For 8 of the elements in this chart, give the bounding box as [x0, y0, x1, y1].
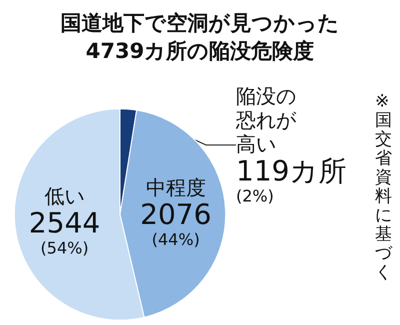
data-label: 2076 (44%): [140, 198, 212, 249]
slice-label: 陥没の恐れが高い: [235, 84, 297, 156]
slice-label: 低い: [44, 184, 85, 208]
text: ※国交省資料に基づく: [375, 92, 392, 282]
slice-label: 中程度: [146, 175, 206, 200]
data-label: 119カ所 (2%): [236, 154, 346, 206]
data-label: 2544 (54%): [28, 206, 100, 258]
chart-title: 国道地下で空洞が見つかった 4739カ所の陥没危険度: [60, 11, 340, 63]
